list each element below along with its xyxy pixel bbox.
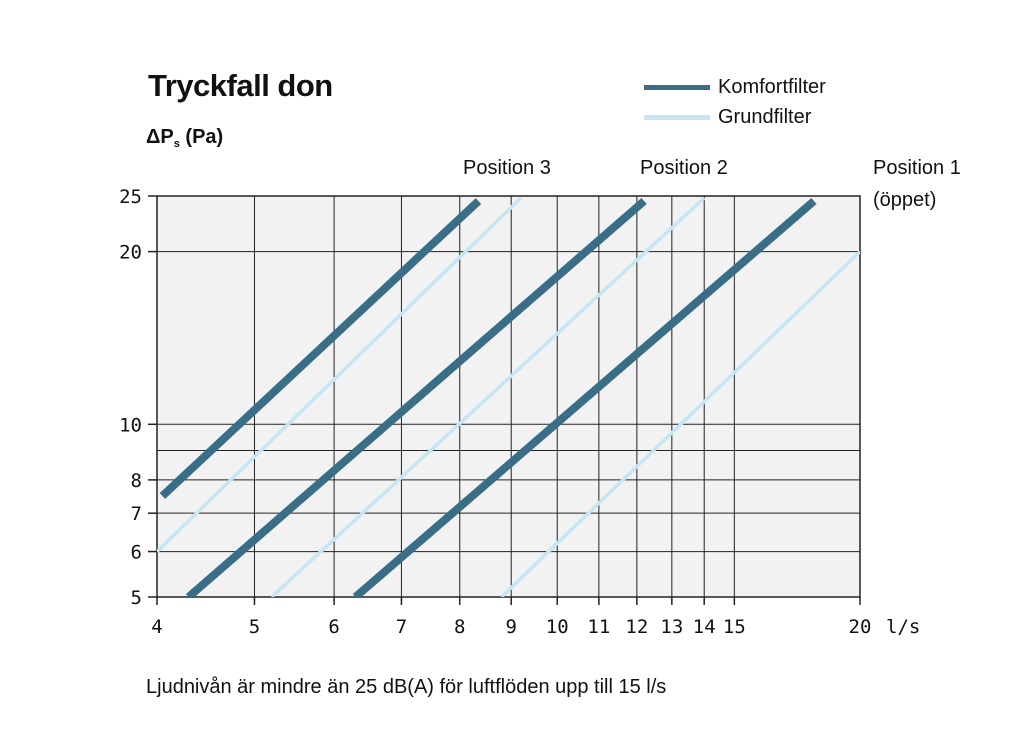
y-tick-label: 7 xyxy=(131,503,142,525)
x-tick-label: 5 xyxy=(249,616,260,638)
position-1-label: Position 1 (öppet) xyxy=(873,152,961,216)
position-3-label: Position 3 xyxy=(463,157,551,179)
grundfilter-line-position-2 xyxy=(270,196,706,597)
grundfilter-line-position-3 xyxy=(157,196,523,553)
legend-label-komfortfilter: Komfortfilter xyxy=(718,76,826,98)
position-2-label: Position 2 xyxy=(640,157,728,179)
y-tick-label: 25 xyxy=(119,186,142,208)
y-axis-label-sub: s xyxy=(173,138,180,150)
x-tick-label: 4 xyxy=(151,616,162,638)
x-tick-label: 6 xyxy=(328,616,339,638)
x-tick-label: 8 xyxy=(454,616,465,638)
x-tick-label: 10 xyxy=(546,616,569,638)
legend-swatch-grundfilter xyxy=(644,115,710,120)
y-axis-label-unit: (Pa) xyxy=(185,126,224,148)
x-tick-label: 7 xyxy=(396,616,407,638)
position-1-label-line1: Position 1 xyxy=(873,157,961,179)
y-tick-label: 20 xyxy=(119,242,142,264)
legend-label-grundfilter: Grundfilter xyxy=(718,106,812,128)
komfortfilter-line-position-2 xyxy=(185,198,647,597)
footnote: Ljudnivån är mindre än 25 dB(A) för luft… xyxy=(146,676,667,698)
x-tick-label: 15 xyxy=(723,616,746,638)
x-tick-label: 9 xyxy=(505,616,516,638)
x-tick-label: 12 xyxy=(625,616,648,638)
x-tick-label: 14 xyxy=(693,616,716,638)
plot-frame xyxy=(156,195,861,598)
komfortfilter-line-position-3 xyxy=(159,198,482,499)
x-tick-label: 11 xyxy=(587,616,610,638)
chart-title: Tryckfall don xyxy=(148,68,333,103)
y-axis-label-main: ΔP xyxy=(146,126,174,148)
y-tick-label: 10 xyxy=(119,414,142,436)
x-tick-label: 20 xyxy=(849,616,872,638)
x-unit-label: l/s xyxy=(886,616,920,638)
legend-item-komfortfilter: Komfortfilter xyxy=(644,76,826,99)
x-tick-label: 13 xyxy=(660,616,683,638)
komfortfilter-line-position-1 xyxy=(352,198,817,597)
grundfilter-line-position-1 xyxy=(500,250,860,597)
y-tick-label: 5 xyxy=(131,587,142,609)
legend-swatch-komfortfilter xyxy=(644,85,710,90)
y-tick-label: 6 xyxy=(131,542,142,564)
y-axis-label: ΔPs (Pa) xyxy=(146,126,223,150)
y-tick-label: 8 xyxy=(131,470,142,492)
legend-item-grundfilter: Grundfilter xyxy=(644,106,811,129)
position-1-label-line2: (öppet) xyxy=(873,189,937,211)
